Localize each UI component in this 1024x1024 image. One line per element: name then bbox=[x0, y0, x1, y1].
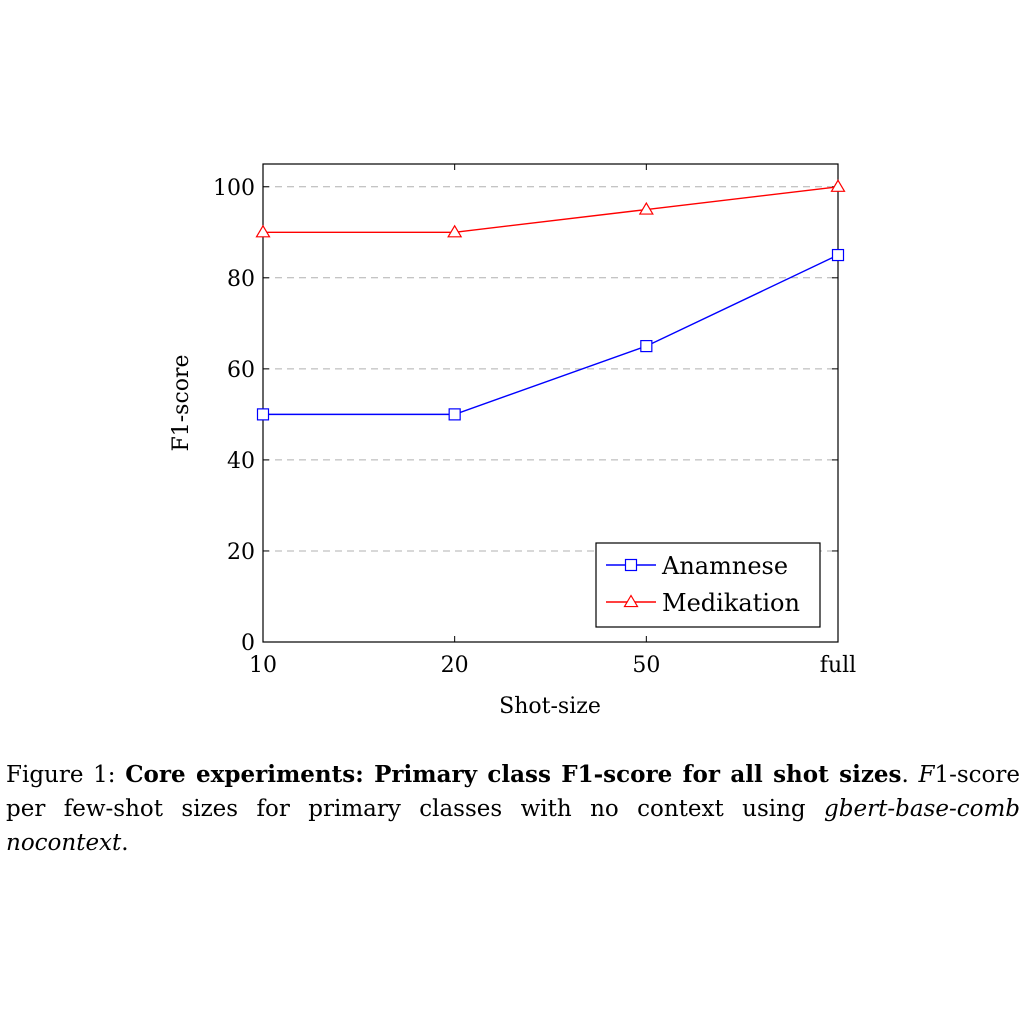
series-line-anamnese bbox=[263, 254, 839, 416]
series-layer bbox=[255, 179, 846, 421]
x-tick-label: 20 bbox=[441, 653, 469, 678]
data-point-medikation bbox=[447, 224, 463, 238]
data-point-anamnese bbox=[256, 408, 270, 421]
data-point-medikation bbox=[830, 179, 846, 192]
y-tick-label: 60 bbox=[227, 358, 255, 383]
legend-box bbox=[595, 542, 821, 628]
figure-caption: Figure 1: Core experiments: Primary clas… bbox=[6, 758, 1020, 860]
caption-end: . bbox=[121, 830, 129, 856]
x-tick-label: 50 bbox=[632, 653, 660, 678]
plot-frame bbox=[262, 163, 839, 643]
y-axis-label: F1-score bbox=[169, 354, 194, 451]
caption-title-end: . bbox=[901, 762, 909, 788]
y-tick-label: 40 bbox=[227, 449, 255, 474]
caption-title: Core experiments: Primary class F1-score… bbox=[125, 761, 902, 788]
y-tick-label: 0 bbox=[241, 631, 255, 656]
data-point-medikation bbox=[638, 201, 654, 215]
x-tick-label: full bbox=[820, 653, 856, 678]
legend-marker-medikation bbox=[623, 594, 639, 608]
data-point-anamnese bbox=[448, 408, 461, 421]
x-tick-label: 10 bbox=[249, 653, 277, 678]
caption-prefix: Figure 1: bbox=[6, 762, 126, 788]
caption-f-symbol: F bbox=[918, 762, 935, 788]
x-axis-label: Shot-size bbox=[499, 694, 601, 719]
y-tick-label: 100 bbox=[213, 176, 255, 201]
legend-label-anamnese: Anamnese bbox=[661, 552, 788, 580]
data-point-medikation bbox=[255, 224, 271, 238]
caption-model-name: gbert-base-comb nocontext bbox=[6, 796, 1020, 856]
legend-marker-anamnese bbox=[624, 558, 638, 572]
line-chart: 0 20 40 60 80 100 10 20 50 full Shot-size F1-scor… bbox=[169, 163, 856, 719]
legend: Anamnese Medikation bbox=[595, 542, 821, 628]
data-point-anamnese bbox=[640, 339, 653, 353]
caption-text: 1-score per few-shot sizes for primary c… bbox=[6, 762, 1020, 822]
data-point-anamnese bbox=[831, 248, 845, 262]
axis-ticks: 0 20 40 60 80 100 10 20 50 full bbox=[213, 164, 856, 678]
gridlines bbox=[263, 186, 838, 552]
legend-label-medikation: Medikation bbox=[662, 589, 800, 617]
y-tick-label: 20 bbox=[227, 540, 255, 565]
y-tick-label: 80 bbox=[227, 267, 255, 292]
series-line-medikation bbox=[263, 186, 839, 233]
